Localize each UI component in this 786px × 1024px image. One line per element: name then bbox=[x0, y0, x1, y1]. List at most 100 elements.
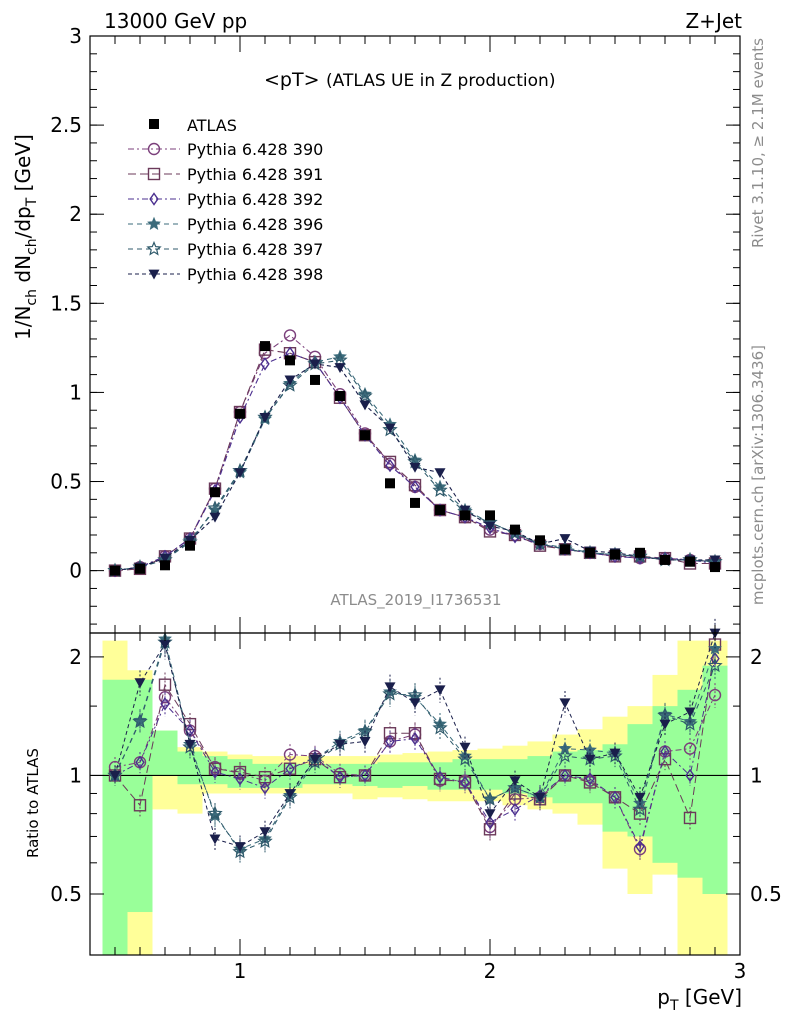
x-tick-label: 2 bbox=[484, 959, 497, 983]
ratio-point bbox=[410, 731, 420, 746]
y-axis-label-main: 1/Nch dNch/dpT [GeV] bbox=[11, 134, 40, 340]
series-point bbox=[207, 500, 223, 515]
atlas-data-point bbox=[360, 430, 370, 441]
ratio-point bbox=[235, 772, 245, 786]
series-point bbox=[383, 455, 397, 469]
series-point bbox=[709, 555, 721, 566]
atlas-data-point bbox=[110, 565, 120, 576]
ratio-point bbox=[384, 682, 396, 693]
atlas-data-point bbox=[710, 562, 720, 573]
ratio-point bbox=[210, 765, 220, 779]
legend-marker bbox=[146, 240, 162, 256]
series-line bbox=[114, 359, 716, 572]
atlas-data-point bbox=[385, 478, 395, 489]
y-tick-label: 1.5 bbox=[50, 291, 82, 315]
ratio-point bbox=[610, 790, 620, 805]
band-green-bin bbox=[152, 730, 178, 776]
ratio-point bbox=[434, 685, 446, 696]
ratio-point bbox=[482, 791, 498, 806]
ratio-y-tick-label-right: 2 bbox=[750, 645, 763, 669]
ratio-point bbox=[109, 771, 121, 781]
y-tick-label: 1 bbox=[69, 380, 82, 404]
atlas-data-point bbox=[635, 547, 645, 558]
ratio-point bbox=[408, 727, 422, 740]
band-green-bin bbox=[652, 706, 678, 863]
series-point bbox=[333, 349, 347, 363]
y-axis-label-ratio: Ratio to ATLAS bbox=[24, 748, 42, 858]
axes: 0 0.5 1 1.5 2 2.5 3 1 2 3 0.5 0.5 1 1 2 2 bbox=[50, 24, 782, 983]
ratio-point bbox=[234, 842, 246, 853]
atlas-data-point bbox=[135, 563, 145, 574]
ratio-point bbox=[632, 801, 648, 816]
ratio-point bbox=[134, 678, 146, 689]
series-point bbox=[159, 553, 171, 564]
plot-title: <pT> bbox=[264, 69, 320, 91]
ratio-point bbox=[485, 815, 495, 830]
ratio-point bbox=[457, 751, 473, 766]
band-green-bin bbox=[402, 762, 428, 787]
energy-label: 13000 GeV pp bbox=[104, 9, 247, 33]
series-point bbox=[209, 512, 221, 523]
ratio-point bbox=[585, 772, 595, 786]
series-point bbox=[259, 412, 271, 423]
ratio-point bbox=[432, 719, 448, 735]
series-point bbox=[334, 363, 346, 373]
ratio-point bbox=[557, 748, 573, 763]
ratio-point bbox=[708, 688, 722, 702]
ratio-point bbox=[284, 789, 296, 799]
ratio-point bbox=[259, 827, 271, 838]
series-point bbox=[409, 462, 421, 473]
band-green-bin bbox=[102, 679, 128, 955]
ratio-point bbox=[458, 748, 472, 762]
atlas-data-point bbox=[285, 355, 295, 366]
atlas-data-point bbox=[210, 487, 220, 498]
series-point bbox=[484, 521, 496, 532]
ratio-point bbox=[559, 698, 571, 709]
atlas-data-point bbox=[335, 390, 345, 401]
ratio-point bbox=[133, 799, 147, 812]
ratio-point bbox=[132, 713, 148, 729]
legend-label: Pythia 6.428 390 bbox=[187, 140, 323, 159]
atlas-data-point bbox=[510, 524, 520, 535]
ratio-point bbox=[359, 737, 371, 747]
series-point bbox=[284, 375, 296, 386]
atlas-data-point bbox=[685, 556, 695, 567]
legend-marker bbox=[147, 216, 161, 230]
atlas-data-point bbox=[260, 341, 270, 352]
ratio-point bbox=[185, 723, 195, 738]
series-point bbox=[357, 387, 373, 403]
ratio-point bbox=[184, 739, 196, 750]
ratio-point bbox=[484, 809, 496, 820]
y-tick-label: 2 bbox=[69, 202, 82, 226]
ratio-point bbox=[660, 744, 670, 759]
ratio-point bbox=[407, 687, 423, 702]
ratio-point bbox=[257, 833, 273, 848]
legend-atlas-marker bbox=[149, 119, 159, 129]
ratio-point bbox=[334, 739, 346, 750]
atlas-data-point bbox=[435, 505, 445, 516]
x-axis-label: pT [GeV] bbox=[657, 985, 742, 1014]
ratio-point bbox=[635, 839, 645, 854]
ratio-point bbox=[382, 685, 398, 701]
ratio-y-tick-label: 2 bbox=[69, 645, 82, 669]
process-label: Z+Jet bbox=[685, 9, 742, 33]
series-point bbox=[282, 377, 298, 392]
ratio-point bbox=[584, 754, 596, 765]
plot-title-suffix: (ATLAS UE in Z production) bbox=[326, 71, 555, 91]
mcplots-side-label: mcplots.cern.ch [arXiv:1306.3436] bbox=[749, 345, 767, 605]
ratio-point bbox=[385, 734, 395, 749]
ratio-point bbox=[707, 657, 723, 673]
atlas-data-point bbox=[235, 408, 245, 419]
ratio-panel bbox=[90, 618, 740, 864]
y-tick-label: 2.5 bbox=[50, 113, 82, 137]
legend-label: Pythia 6.428 398 bbox=[187, 265, 323, 284]
series-point bbox=[559, 534, 571, 545]
atlas-data-point bbox=[185, 540, 195, 551]
legend-label: ATLAS bbox=[187, 116, 237, 135]
ratio-point bbox=[158, 678, 172, 691]
atlas-data-point bbox=[460, 510, 470, 521]
atlas-data-point bbox=[160, 560, 170, 571]
analysis-id: ATLAS_2019_I1736531 bbox=[330, 591, 501, 610]
